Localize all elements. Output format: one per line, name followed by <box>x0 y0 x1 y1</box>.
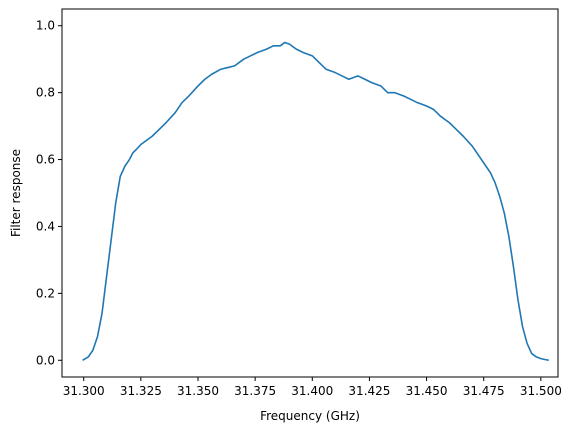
y-tick-label: 0.2 <box>36 286 55 300</box>
x-tick-label: 31.325 <box>120 384 162 398</box>
x-tick-label: 31.475 <box>463 384 505 398</box>
x-tick-label: 31.375 <box>234 384 276 398</box>
x-tick-label: 31.400 <box>291 384 333 398</box>
x-tick-label: 31.450 <box>406 384 448 398</box>
y-tick-label: 0.4 <box>36 219 55 233</box>
x-tick-label: 31.350 <box>177 384 219 398</box>
y-tick-label: 0.6 <box>36 153 55 167</box>
y-tick-label: 0.8 <box>36 86 55 100</box>
series-layer <box>82 41 550 362</box>
y-tick-label: 0.0 <box>36 353 55 367</box>
x-tick-label: 31.500 <box>520 384 562 398</box>
x-tick-label: 31.425 <box>348 384 390 398</box>
x-axis-label: Frequency (GHz) <box>260 409 360 423</box>
plot-frame <box>61 8 559 378</box>
filter-response-line <box>82 41 550 362</box>
x-tick-label: 31.300 <box>63 384 105 398</box>
y-tick-label: 1.0 <box>36 19 55 33</box>
y-axis-label: Filter response <box>9 149 23 237</box>
axis-ticks: 31.300 31.325 31.350 31.375 31.400 31.425 31.4… <box>36 19 562 398</box>
